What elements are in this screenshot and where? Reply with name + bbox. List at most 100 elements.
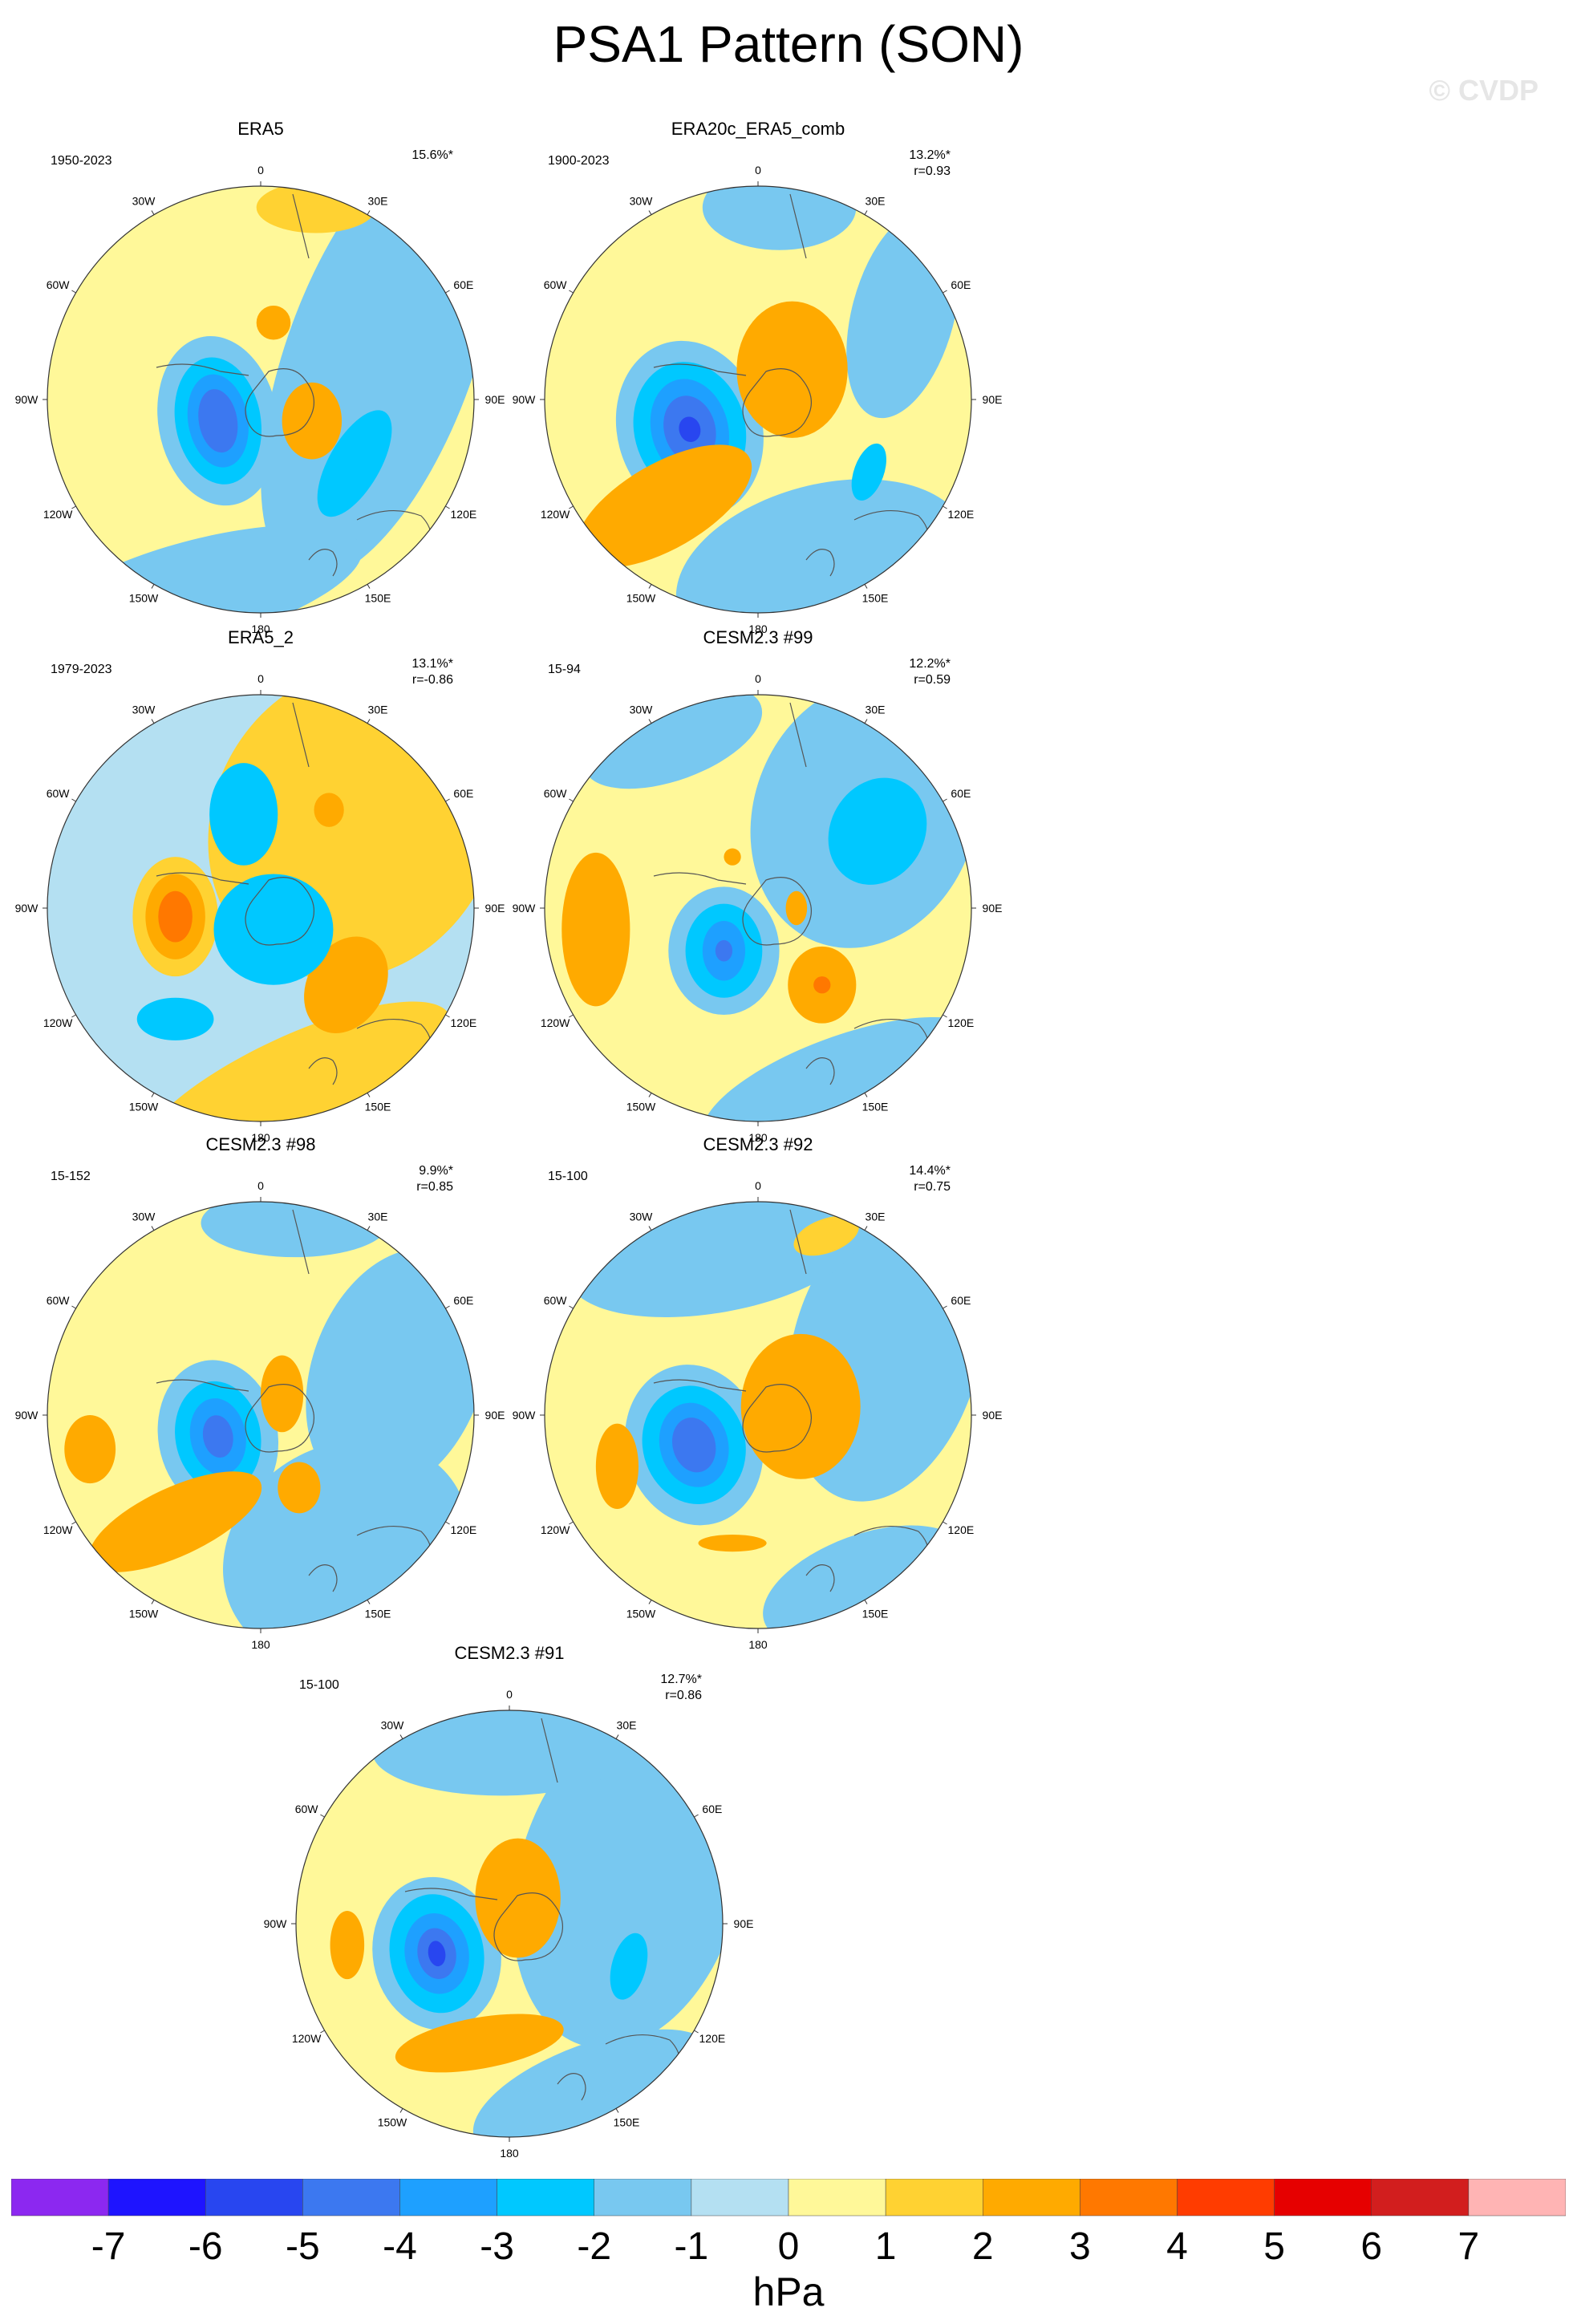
longitude-label: 120E [699,2032,726,2045]
longitude-tick [151,1093,155,1097]
longitude-tick [71,1014,76,1018]
longitude-label: 120W [292,2032,322,2045]
longitude-tick [71,290,76,294]
longitude-label: 150W [129,1101,159,1113]
negative-anomaly-contour [671,1418,716,1473]
colorbar-tick-label: 3 [1069,2225,1091,2267]
longitude-tick [648,1600,652,1604]
longitude-tick [320,2030,325,2034]
colorbar-segment [1177,2179,1275,2217]
longitude-tick [648,719,652,724]
longitude-label: 90E [734,1917,754,1930]
panel-stats: 15.6%* [411,148,453,164]
colorbar-tick-label: 7 [1458,2225,1480,2267]
colorbar-tick-label: 5 [1263,2225,1285,2267]
longitude-label: 150E [862,1101,889,1113]
colorbar-segment [205,2179,303,2217]
negative-anomaly-contour [828,777,927,885]
negative-anomaly-contour [372,1710,629,1796]
panel-stats: 12.2%* r=0.59 [909,656,951,688]
longitude-label: 90W [513,393,537,406]
coastline-outline [653,702,930,1085]
longitude-label: 90W [15,393,39,406]
variance-explained: 14.4%* [909,1164,951,1178]
map-panel: ERA5_2 1979-2023 13.1%* r=-0.86 0 30E 60E 90E 12… [0,627,541,1144]
polar-map: 0 30E 60E 90E 120E 150E 180 150W 120W 90W 60W 30W [15,672,505,1144]
longitude-tick [648,210,652,215]
negative-anomaly-contour [213,874,334,985]
longitude-tick [864,210,868,215]
panel-stats: 14.4%* r=0.75 [909,1163,951,1195]
longitude-label: 60W [47,278,71,291]
panel-title: CESM2.3 #99 [703,627,813,647]
longitude-tick [569,798,574,802]
polar-map: 0 30E 60E 90E 120E 150E 180 150W 120W 90W 60W 30W [15,1179,505,1651]
colorbar-segment [107,2179,206,2217]
negative-anomaly-contour [610,1933,648,2000]
longitude-label: 180 [748,623,768,635]
negative-anomaly-contour [679,416,701,443]
longitude-label: 90W [15,902,39,915]
colorbar-segment [1274,2179,1372,2217]
longitude-tick [71,505,76,509]
polar-map: 0 30E 60E 90E 120E 150E 180 150W 120W 90W 60W 30W [264,1688,754,2160]
longitude-label: 0 [755,164,761,176]
colorbar-segment [788,2179,886,2217]
longitude-tick [864,1226,868,1231]
panel-title: CESM2.3 #92 [703,1134,813,1154]
longitude-label: 60E [453,278,473,291]
longitude-tick [399,2108,403,2113]
coastline-outline [156,702,432,1085]
longitude-label: 60E [951,278,971,291]
colorbar-tick-label: -3 [480,2225,514,2267]
variance-explained: 9.9%* [419,1164,453,1178]
colorbar-tick-label: -7 [91,2225,126,2267]
colorbar-unit-label: hPa [752,2269,825,2314]
longitude-tick [151,1600,155,1604]
positive-anomaly-contour [256,186,376,233]
longitude-label: 30E [368,1210,388,1223]
longitude-label: 30E [617,1718,637,1731]
colorbar-tick-label: 2 [972,2225,994,2267]
negative-anomaly-contour [472,2029,716,2137]
longitude-tick [864,719,868,724]
positive-anomaly-contour [330,1911,365,1980]
longitude-tick [71,1305,76,1309]
longitude-label: 0 [257,672,264,685]
panel-stats: 9.9%* r=0.85 [416,1163,453,1195]
longitude-label: 180 [500,2147,519,2160]
longitude-label: 60W [47,787,71,800]
coastline-outline [156,193,432,577]
longitude-label: 150E [862,1608,889,1620]
longitude-label: 150E [365,1608,391,1620]
colorbar-segment [594,2179,692,2217]
longitude-label: 150E [862,592,889,605]
figure-title: PSA1 Pattern (SON) [553,15,1024,73]
longitude-label: 120E [451,508,477,521]
longitude-label: 180 [251,1131,270,1144]
colorbar-tick-label: -1 [675,2225,709,2267]
positive-anomaly-contour [64,1415,116,1484]
colorbar-segment [399,2179,497,2217]
longitude-label: 120E [451,1016,477,1029]
longitude-label: 30W [132,194,156,207]
longitude-tick [367,584,371,589]
longitude-tick [943,798,947,802]
longitude-label: 30E [368,703,388,716]
longitude-tick [367,1226,371,1231]
longitude-label: 120E [948,508,975,521]
longitude-tick [569,505,574,509]
negative-anomaly-contour [136,997,214,1040]
positive-anomaly-contour [740,1333,861,1479]
longitude-label: 0 [257,164,264,176]
colorbar-segment [11,2179,109,2217]
longitude-tick [648,1226,652,1231]
longitude-tick [694,2030,699,2034]
longitude-label: 30W [630,1210,654,1223]
longitude-label: 150W [626,1101,656,1113]
longitude-tick [943,290,947,294]
longitude-label: 60W [544,278,568,291]
longitude-label: 60W [544,787,568,800]
longitude-label: 90W [264,1917,288,1930]
colorbar-segment [1468,2179,1566,2217]
